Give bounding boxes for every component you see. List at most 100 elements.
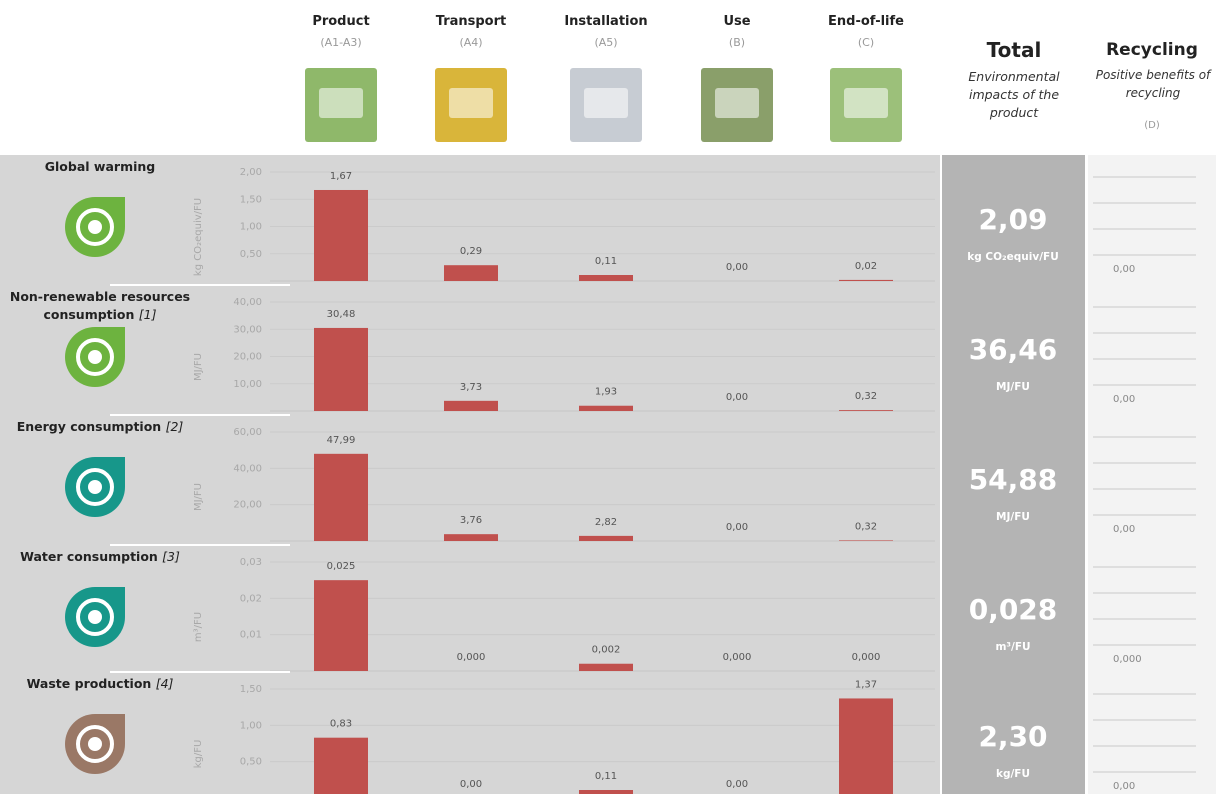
bar	[579, 536, 633, 541]
recycling-value: 0,00	[1113, 264, 1135, 275]
stage-image-detail	[715, 88, 759, 118]
y-tick-label: 2,00	[240, 167, 262, 178]
icon-glyph	[88, 737, 102, 751]
y-tick-label: 0,50	[240, 757, 262, 768]
y-tick-label: 10,00	[233, 379, 262, 390]
value-label: 0,00	[460, 779, 482, 790]
panel-title-text: Non-renewable resources consumption	[10, 289, 190, 322]
y-tick-label: 30,00	[233, 324, 262, 335]
bar	[579, 664, 633, 671]
value-label: 0,00	[726, 262, 748, 273]
total-value: 0,028	[969, 593, 1058, 626]
stage-name: Installation	[546, 14, 666, 29]
stage-code: (A5)	[546, 36, 666, 49]
bar	[579, 790, 633, 794]
panel-title: Waste production [4]	[0, 675, 200, 693]
y-tick-label: 1,00	[240, 222, 262, 233]
y-axis-label: kg/FU	[193, 740, 204, 769]
value-label: 0,83	[330, 719, 352, 730]
bar	[444, 265, 498, 281]
value-label: 0,32	[855, 391, 877, 402]
y-tick-label: 1,50	[240, 684, 262, 695]
panel-title: Global warming	[0, 158, 200, 176]
bar	[839, 698, 893, 794]
total-unit: kg CO₂equiv/FU	[967, 251, 1058, 263]
value-label: 0,000	[852, 652, 881, 663]
total-title: Total	[943, 38, 1085, 62]
total-unit: MJ/FU	[996, 511, 1030, 523]
y-tick-label: 1,50	[240, 194, 262, 205]
y-tick-label: 40,00	[233, 463, 262, 474]
total-subtitle: Environmental impacts of the product	[955, 68, 1073, 122]
value-label: 0,11	[595, 256, 617, 267]
bar	[444, 534, 498, 541]
y-tick-label: 0,50	[240, 249, 262, 260]
stage-code: (A1-A3)	[281, 36, 401, 49]
y-axis-label: m³/FU	[193, 612, 204, 642]
bar	[314, 738, 368, 794]
y-tick-label: 0,01	[240, 630, 262, 641]
value-label: 47,99	[327, 435, 356, 446]
stage-name: Transport	[411, 14, 531, 29]
stage-image-detail	[449, 88, 493, 118]
value-label: 30,48	[327, 309, 356, 320]
y-tick-label: 20,00	[233, 352, 262, 363]
recycling-code: (D)	[1088, 120, 1216, 131]
icon-glyph	[88, 480, 102, 494]
panel-title-text: Waste production	[27, 676, 152, 691]
bar	[314, 190, 368, 281]
value-label: 0,002	[592, 645, 621, 656]
panel-title: Water consumption [3]	[0, 548, 200, 566]
bar	[314, 328, 368, 411]
recycling-subtitle: Positive benefits of recycling	[1092, 66, 1214, 102]
y-tick-label: 20,00	[233, 500, 262, 511]
panel-title-text: Global warming	[45, 159, 155, 174]
total-unit: m³/FU	[995, 641, 1030, 653]
y-axis-label: kg CO₂equiv/FU	[193, 198, 204, 276]
total-value: 2,30	[978, 720, 1047, 753]
stage-name: Product	[281, 14, 401, 29]
stage-image-detail	[584, 88, 628, 118]
stage-code: (B)	[677, 36, 797, 49]
total-unit: kg/FU	[996, 768, 1030, 780]
panel-note: [3]	[162, 549, 180, 564]
y-axis-label: MJ/FU	[193, 483, 204, 511]
total-unit: MJ/FU	[996, 381, 1030, 393]
stage-code: (C)	[806, 36, 926, 49]
total-value: 2,09	[978, 203, 1047, 236]
recycling-value: 0,00	[1113, 781, 1135, 792]
y-axis-label: MJ/FU	[193, 353, 204, 381]
total-value: 36,46	[969, 333, 1058, 366]
bar	[839, 540, 893, 541]
value-label: 1,37	[855, 679, 877, 690]
value-label: 0,000	[723, 652, 752, 663]
y-tick-label: 0,03	[240, 557, 262, 568]
value-label: 0,00	[726, 522, 748, 533]
stage-image-detail	[319, 88, 363, 118]
value-label: 3,76	[460, 515, 482, 526]
value-label: 0,00	[726, 779, 748, 790]
y-tick-label: 40,00	[233, 297, 262, 308]
value-label: 0,11	[595, 771, 617, 782]
recycling-value: 0,00	[1113, 394, 1135, 405]
bar	[444, 401, 498, 411]
panel-note: [2]	[166, 419, 184, 434]
value-label: 0,000	[457, 652, 486, 663]
bar	[314, 454, 368, 541]
recycling-value: 0,00	[1113, 524, 1135, 535]
page: kg CO₂equiv/FU0,501,001,502,001,670,290,…	[0, 0, 1216, 794]
panel-title-text: Energy consumption	[17, 419, 161, 434]
y-tick-label: 60,00	[233, 427, 262, 438]
y-tick-label: 0,02	[240, 593, 262, 604]
icon-glyph	[88, 350, 102, 364]
panel-note: [1]	[139, 307, 157, 322]
panel-title: Non-renewable resources consumption [1]	[0, 288, 200, 324]
value-label: 3,73	[460, 382, 482, 393]
value-label: 1,67	[330, 171, 352, 182]
stage-code: (A4)	[411, 36, 531, 49]
y-tick-label: 1,00	[240, 720, 262, 731]
bar	[839, 280, 893, 281]
bar	[314, 580, 368, 671]
bar	[579, 406, 633, 411]
value-label: 1,93	[595, 387, 617, 398]
